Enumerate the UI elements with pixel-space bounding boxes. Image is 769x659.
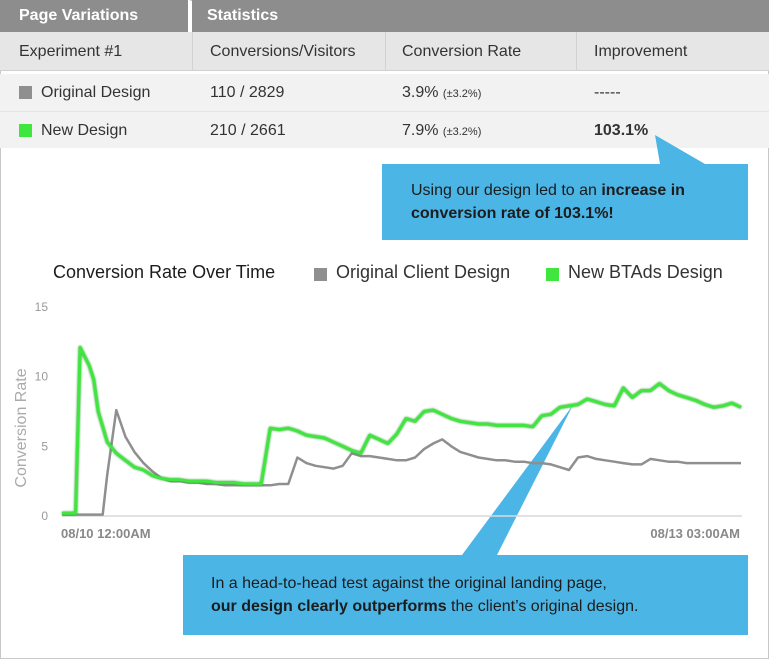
rate-ci: (±3.2%) (442, 126, 482, 138)
y-axis-label: Conversion Rate (13, 368, 30, 487)
bottom-callout-pointer (462, 405, 573, 555)
row-improvement: 103.1% (594, 122, 649, 139)
table-row-new: New Design 210 / 2661 7.9% (±3.2%) 103.1… (0, 111, 769, 148)
original-design-swatch (19, 86, 32, 99)
row-conversions: 110 / 2829 (210, 84, 285, 101)
row-rate: 3.9% (±3.2%) (402, 74, 481, 113)
new-design-swatch (19, 124, 32, 137)
row-rate: 7.9% (±3.2%) (402, 112, 481, 151)
table-row-original: Original Design 110 / 2829 3.9% (±3.2%) … (0, 74, 769, 111)
conversion-rate-chart: Conversion Rate 0 5 10 15 08/10 12:00AM 08/… (13, 300, 742, 541)
row-improvement: ----- (594, 84, 621, 101)
y-tick-label: 5 (41, 439, 48, 453)
row-name: New Design (41, 122, 128, 139)
y-tick-label: 0 (41, 509, 48, 523)
improvement-callout: Using our design led to an increase in c… (382, 164, 748, 240)
row-conversions: 210 / 2661 (210, 122, 286, 139)
x-tick-label-end: 08/13 03:00AM (650, 526, 740, 541)
row-name: Original Design (41, 84, 151, 101)
callout-rest-text: the client’s original design. (446, 598, 639, 615)
col-conversions-visitors: Conversions/Visitors (210, 43, 356, 60)
callout-bold-text: increase in conversion rate of 103.1%! (411, 182, 685, 222)
outperform-callout: In a head-to-head test against the origi… (183, 555, 748, 635)
legend-original-label: Original Client Design (336, 262, 511, 282)
callout-line-2: our design clearly outperforms the clien… (211, 595, 748, 618)
x-tick-label-start: 08/10 12:00AM (61, 526, 151, 541)
rate-ci: (±3.2%) (442, 88, 482, 100)
legend-original-swatch (314, 268, 327, 281)
legend-new-swatch (546, 268, 559, 281)
chart-title: Conversion Rate Over Time (53, 262, 276, 282)
top-callout-pointer (655, 135, 705, 164)
callout-text: Using our design led to an (411, 182, 602, 199)
series-line-new (62, 345, 742, 515)
y-tick-label: 15 (35, 300, 49, 314)
col-improvement: Improvement (594, 43, 688, 60)
page-variations-header: Page Variations (0, 0, 190, 32)
rate-value: 7.9% (402, 122, 439, 139)
y-tick-label: 10 (35, 370, 49, 384)
statistics-header: Statistics (192, 0, 769, 32)
callout-line-1: In a head-to-head test against the origi… (211, 575, 607, 592)
column-header-row: Experiment #1 Conversions/Visitors Conve… (0, 32, 769, 71)
callout-bold-text: our design clearly outperforms (211, 598, 447, 615)
legend-new-label: New BTAds Design (568, 262, 723, 282)
rate-value: 3.9% (402, 84, 439, 101)
col-experiment: Experiment #1 (19, 43, 123, 60)
col-conversion-rate: Conversion Rate (402, 43, 522, 60)
